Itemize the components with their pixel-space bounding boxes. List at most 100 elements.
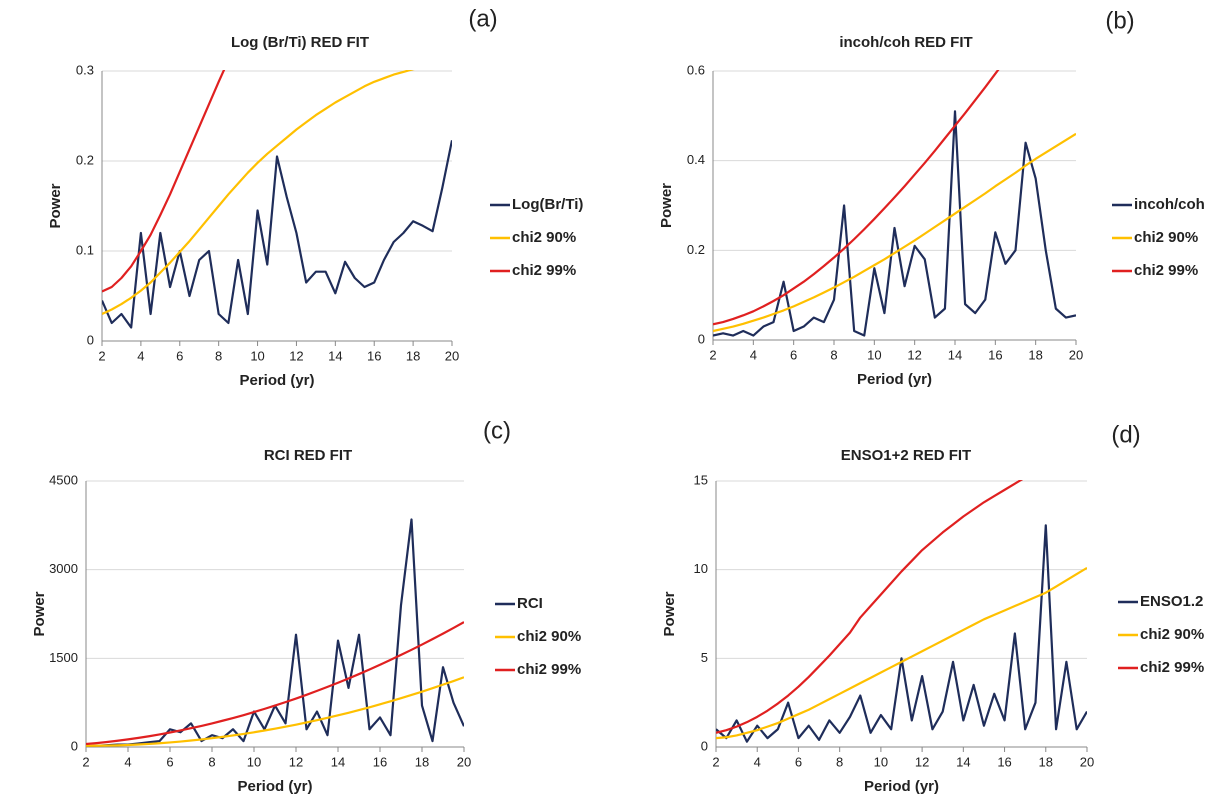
panel-label: (b) xyxy=(1105,7,1134,34)
x-tick-label: 2 xyxy=(82,754,89,769)
y-axis-label: Power xyxy=(31,591,48,636)
panel-label: (c) xyxy=(483,417,511,444)
x-tick-label: 16 xyxy=(373,754,387,769)
series-line xyxy=(713,132,1076,333)
x-tick-label: 6 xyxy=(166,754,173,769)
x-axis-label: Period (yr) xyxy=(857,371,932,388)
series-line xyxy=(713,70,1000,326)
x-tick-label: 2 xyxy=(709,347,716,362)
series-line xyxy=(102,140,452,329)
legend-label: chi2 99% xyxy=(517,661,581,678)
series-line xyxy=(716,524,1087,743)
x-tick-label: 20 xyxy=(1080,754,1094,769)
x-tick-label: 20 xyxy=(1069,347,1083,362)
x-tick-label: 12 xyxy=(907,347,921,362)
series-line xyxy=(86,621,464,746)
y-tick-label: 15 xyxy=(694,472,708,487)
y-axis-label: Power xyxy=(47,183,64,228)
x-tick-label: 12 xyxy=(915,754,929,769)
series-line xyxy=(102,70,226,293)
chart-title: Log (Br/Ti) RED FIT xyxy=(231,34,369,51)
panel-label: (a) xyxy=(468,5,497,32)
x-tick-label: 8 xyxy=(830,347,837,362)
chart-title: RCI RED FIT xyxy=(264,447,352,464)
x-tick-label: 14 xyxy=(956,754,970,769)
legend-label: chi2 99% xyxy=(512,262,576,279)
x-tick-label: 14 xyxy=(328,348,342,363)
x-tick-label: 10 xyxy=(247,754,261,769)
y-tick-label: 0 xyxy=(698,331,705,346)
legend-label: Log(Br/Ti) xyxy=(512,196,583,213)
legend-label: ENSO1.2 xyxy=(1140,593,1203,610)
legend-label: RCI xyxy=(517,595,543,612)
legend-label: chi2 90% xyxy=(517,628,581,645)
chart-panel: ENSO1+2 RED FIT (d) 0 5 10 15 2 4 6 8 10 12 14 16 18 20… xyxy=(661,421,1204,795)
x-tick-label: 20 xyxy=(457,754,471,769)
series-line xyxy=(713,110,1076,337)
x-tick-label: 8 xyxy=(836,754,843,769)
x-axis-label: Period (yr) xyxy=(237,778,312,795)
chart-title: ENSO1+2 RED FIT xyxy=(841,447,971,464)
x-tick-label: 6 xyxy=(795,754,802,769)
panel-label: (d) xyxy=(1111,421,1140,448)
y-tick-label: 0.3 xyxy=(76,62,94,77)
y-tick-label: 0 xyxy=(87,332,94,347)
chart-panel: incoh/coh RED FIT (b) 0 0.2 0.4 0.6 2 4 6 8 10 12 14… xyxy=(658,7,1205,388)
y-tick-label: 0.6 xyxy=(687,62,705,77)
y-axis-label: Power xyxy=(661,591,678,636)
x-tick-label: 4 xyxy=(754,754,761,769)
series-line xyxy=(86,518,464,747)
legend-label: incoh/coh xyxy=(1134,196,1205,213)
legend-label: chi2 90% xyxy=(512,229,576,246)
x-tick-label: 18 xyxy=(415,754,429,769)
x-tick-label: 16 xyxy=(988,347,1002,362)
chart-panel: RCI RED FIT (c) 0 1500 3000 4500 2 4 6 8 10 12 14 16 1… xyxy=(31,417,581,795)
x-tick-label: 6 xyxy=(176,348,183,363)
series-line xyxy=(716,480,1024,734)
y-tick-label: 3000 xyxy=(49,561,78,576)
x-tick-label: 20 xyxy=(445,348,459,363)
y-tick-label: 1500 xyxy=(49,650,78,665)
y-tick-label: 5 xyxy=(701,650,708,665)
x-tick-label: 18 xyxy=(1028,347,1042,362)
legend-label: chi2 99% xyxy=(1134,262,1198,279)
y-tick-label: 0.2 xyxy=(76,152,94,167)
x-tick-label: 4 xyxy=(750,347,757,362)
y-tick-label: 4500 xyxy=(49,472,78,487)
x-tick-label: 16 xyxy=(997,754,1011,769)
chart-panel: Log (Br/Ti) RED FIT (a) 0 0.1 0.2 0.3 2 4 6 8 10 12… xyxy=(47,5,583,389)
y-tick-label: 0 xyxy=(701,738,708,753)
y-tick-label: 0.4 xyxy=(687,152,705,167)
y-tick-label: 0 xyxy=(71,738,78,753)
x-tick-label: 4 xyxy=(137,348,144,363)
x-tick-label: 16 xyxy=(367,348,381,363)
series-line xyxy=(102,70,415,315)
x-tick-label: 6 xyxy=(790,347,797,362)
x-tick-label: 8 xyxy=(215,348,222,363)
x-tick-label: 10 xyxy=(867,347,881,362)
y-axis-label: Power xyxy=(658,183,675,228)
x-tick-label: 12 xyxy=(289,348,303,363)
x-tick-label: 10 xyxy=(250,348,264,363)
legend-label: chi2 99% xyxy=(1140,659,1204,676)
x-tick-label: 14 xyxy=(948,347,962,362)
y-tick-label: 10 xyxy=(694,561,708,576)
x-axis-label: Period (yr) xyxy=(864,778,939,795)
x-tick-label: 18 xyxy=(1039,754,1053,769)
x-tick-label: 18 xyxy=(406,348,420,363)
series-line xyxy=(716,566,1087,740)
x-tick-label: 2 xyxy=(98,348,105,363)
chart-title: incoh/coh RED FIT xyxy=(839,34,972,51)
y-tick-label: 0.1 xyxy=(76,242,94,257)
series-line xyxy=(86,676,464,747)
x-axis-label: Period (yr) xyxy=(239,372,314,389)
x-tick-label: 2 xyxy=(712,754,719,769)
x-tick-label: 14 xyxy=(331,754,345,769)
legend-label: chi2 90% xyxy=(1134,229,1198,246)
x-tick-label: 4 xyxy=(124,754,131,769)
y-tick-label: 0.2 xyxy=(687,242,705,257)
x-tick-label: 12 xyxy=(289,754,303,769)
legend-label: chi2 90% xyxy=(1140,626,1204,643)
x-tick-label: 8 xyxy=(208,754,215,769)
